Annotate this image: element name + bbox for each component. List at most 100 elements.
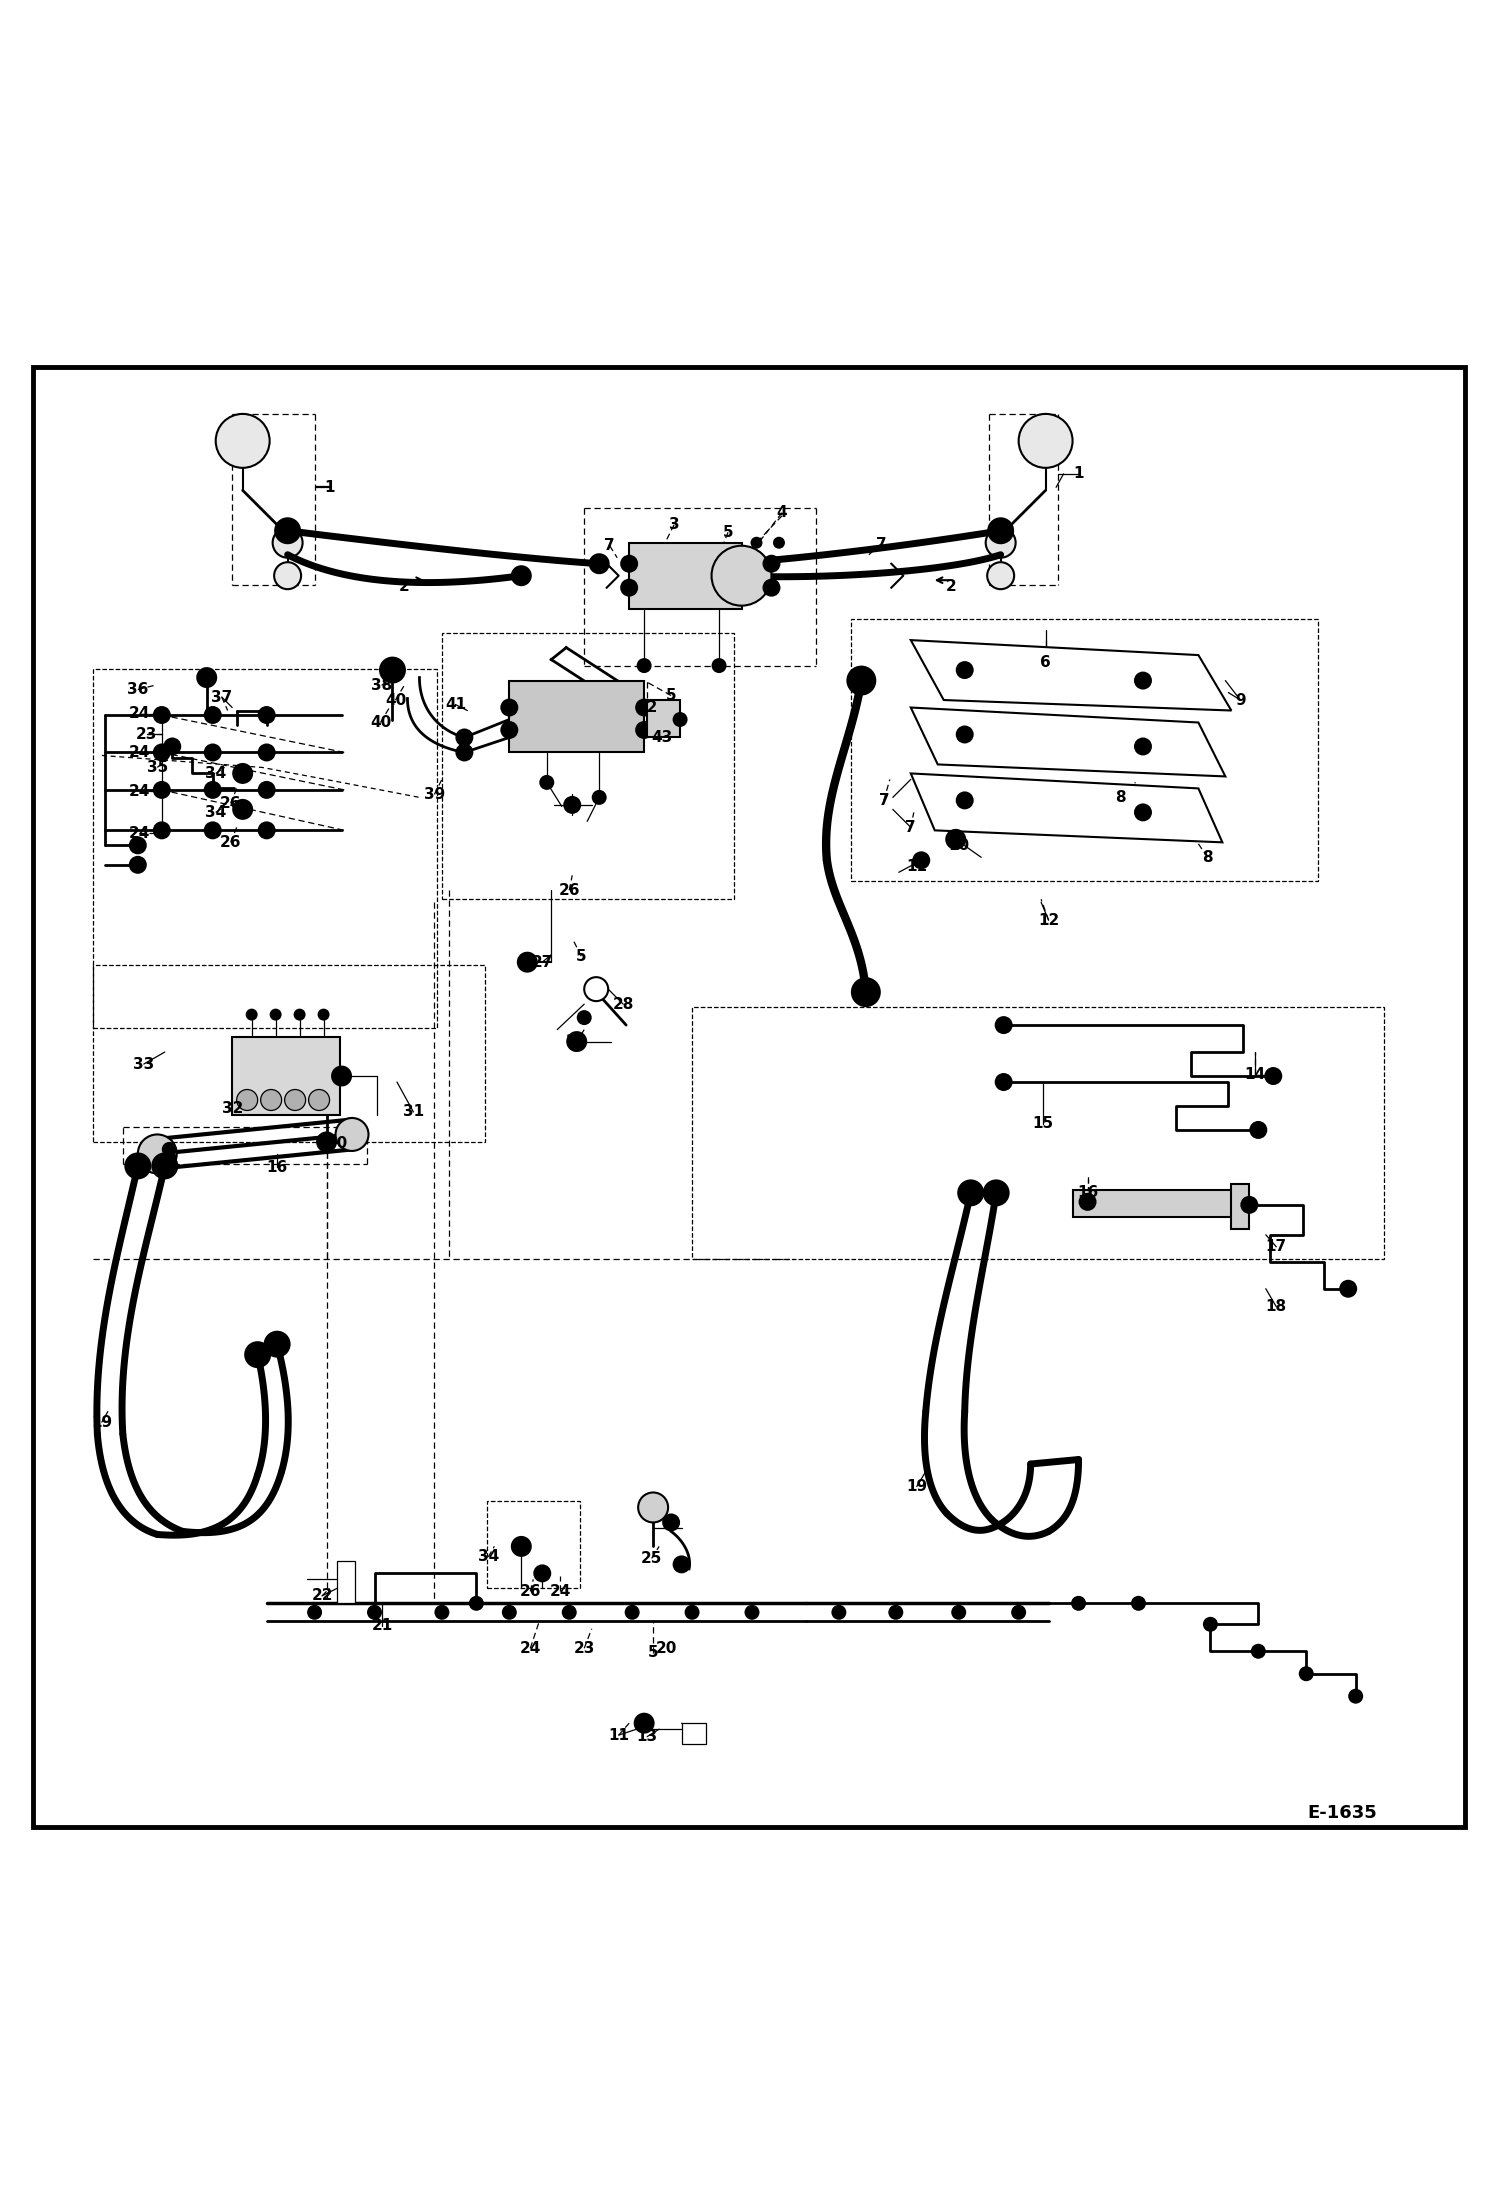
Text: 34: 34 <box>478 1549 499 1564</box>
Circle shape <box>851 976 881 1007</box>
Text: 24: 24 <box>129 783 150 799</box>
Circle shape <box>273 529 303 557</box>
Circle shape <box>773 538 785 548</box>
Text: 35: 35 <box>147 759 168 774</box>
Circle shape <box>577 1009 592 1025</box>
Bar <box>692 1007 1384 1259</box>
Circle shape <box>204 781 222 799</box>
Bar <box>647 700 680 737</box>
Circle shape <box>264 1332 291 1358</box>
Circle shape <box>309 1090 330 1110</box>
Circle shape <box>153 744 171 761</box>
Circle shape <box>232 764 253 783</box>
Circle shape <box>957 1180 984 1207</box>
Text: 4: 4 <box>776 505 788 520</box>
Circle shape <box>455 728 473 746</box>
Bar <box>232 1038 340 1115</box>
Text: 29: 29 <box>566 1033 587 1049</box>
Circle shape <box>533 1564 551 1582</box>
Circle shape <box>318 1009 330 1020</box>
Circle shape <box>951 1604 966 1619</box>
Circle shape <box>987 562 1014 590</box>
Circle shape <box>246 1009 258 1020</box>
Circle shape <box>745 1604 759 1619</box>
Circle shape <box>620 555 638 573</box>
Text: 26: 26 <box>220 836 241 849</box>
Circle shape <box>258 744 276 761</box>
Circle shape <box>258 821 276 840</box>
Circle shape <box>620 579 638 597</box>
Bar <box>93 965 485 1141</box>
Text: 5: 5 <box>665 689 677 702</box>
Circle shape <box>129 836 147 853</box>
Circle shape <box>846 665 876 695</box>
Circle shape <box>635 698 653 717</box>
Circle shape <box>716 553 737 575</box>
Text: 34: 34 <box>205 766 226 781</box>
Circle shape <box>163 737 181 755</box>
Circle shape <box>274 518 301 544</box>
Text: 7: 7 <box>875 538 887 551</box>
Circle shape <box>129 856 147 873</box>
Circle shape <box>1019 415 1073 467</box>
Circle shape <box>986 529 1016 557</box>
Circle shape <box>307 1604 322 1619</box>
Text: 7: 7 <box>604 538 616 553</box>
Text: 37: 37 <box>211 689 232 704</box>
Circle shape <box>511 1536 532 1558</box>
Circle shape <box>274 562 301 590</box>
Circle shape <box>712 546 771 606</box>
Text: 1: 1 <box>324 480 336 496</box>
Text: 34: 34 <box>205 805 226 821</box>
Text: 24: 24 <box>520 1641 541 1656</box>
Text: 26: 26 <box>520 1584 541 1599</box>
Text: 36: 36 <box>127 682 148 698</box>
Circle shape <box>153 821 171 840</box>
Circle shape <box>204 706 222 724</box>
Text: 21: 21 <box>372 1619 392 1632</box>
Text: 23: 23 <box>136 726 157 742</box>
Circle shape <box>1264 1066 1282 1086</box>
Bar <box>629 542 742 608</box>
Circle shape <box>673 1556 691 1573</box>
Text: 40: 40 <box>385 693 406 706</box>
Text: 24: 24 <box>550 1584 571 1599</box>
Circle shape <box>216 415 270 467</box>
Circle shape <box>1071 1595 1086 1610</box>
Bar <box>1073 1189 1234 1218</box>
Circle shape <box>589 553 610 575</box>
Text: 31: 31 <box>403 1104 424 1119</box>
Text: 26: 26 <box>220 796 241 812</box>
Polygon shape <box>911 774 1222 842</box>
Text: 9: 9 <box>1234 693 1246 706</box>
Text: 6: 6 <box>1040 656 1052 669</box>
Circle shape <box>261 1090 282 1110</box>
Circle shape <box>196 667 217 689</box>
Circle shape <box>987 518 1014 544</box>
Circle shape <box>685 1604 700 1619</box>
Text: 16: 16 <box>1077 1185 1098 1200</box>
Text: 2: 2 <box>398 579 410 595</box>
Bar <box>337 1562 355 1604</box>
Circle shape <box>244 1341 271 1369</box>
Bar <box>851 619 1318 882</box>
Circle shape <box>995 1073 1013 1090</box>
Circle shape <box>634 1714 655 1733</box>
Text: 10: 10 <box>948 838 969 853</box>
Circle shape <box>331 1066 352 1086</box>
Circle shape <box>983 1180 1010 1207</box>
Circle shape <box>638 1492 668 1523</box>
Text: E-1635: E-1635 <box>1308 1803 1377 1821</box>
Text: 24: 24 <box>129 706 150 722</box>
Circle shape <box>138 1134 177 1174</box>
Circle shape <box>153 781 171 799</box>
Circle shape <box>1203 1617 1218 1632</box>
Text: 33: 33 <box>133 1058 154 1071</box>
Circle shape <box>1299 1665 1314 1681</box>
Circle shape <box>162 1141 177 1156</box>
Bar <box>509 680 644 753</box>
Circle shape <box>1251 1643 1266 1659</box>
Text: 5: 5 <box>722 524 734 540</box>
Circle shape <box>237 1090 258 1110</box>
Circle shape <box>945 829 966 849</box>
